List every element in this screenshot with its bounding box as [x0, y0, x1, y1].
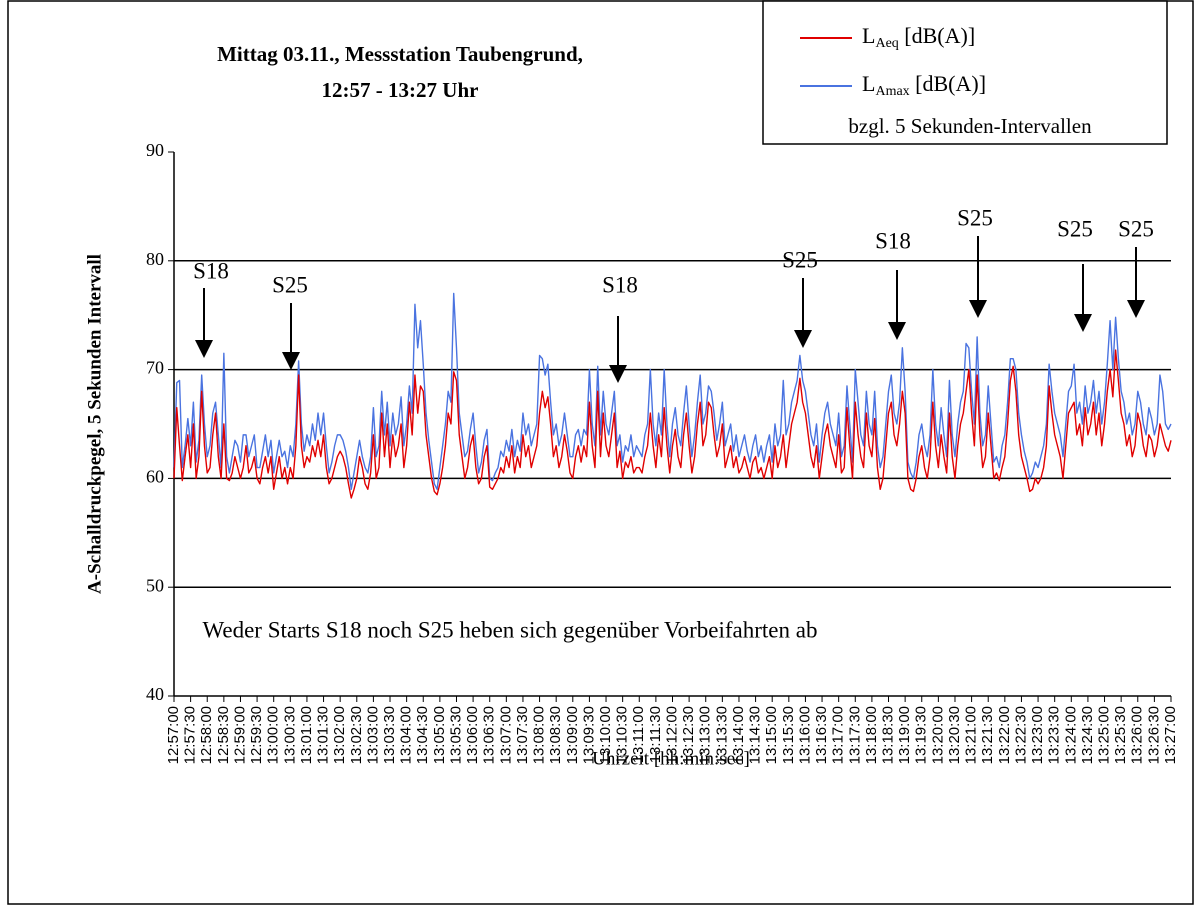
legend-label: LAmax [dB(A)]	[862, 71, 986, 99]
x-tick-label: 13:12:30	[680, 706, 697, 764]
annotation-arrowhead	[969, 300, 987, 318]
x-tick-label: 12:58:00	[198, 706, 215, 764]
annotation: S18	[193, 258, 229, 283]
annotation-arrowhead	[1074, 314, 1092, 332]
x-tick-label: 13:19:00	[896, 706, 913, 764]
x-tick-label: 13:03:30	[381, 706, 398, 764]
x-tick-label: 13:05:00	[431, 706, 448, 764]
frame	[7, 0, 1194, 905]
x-tick-label: 12:57:30	[182, 706, 199, 764]
x-axis-label: Uhrzeit [hh:min:sec]	[592, 748, 750, 769]
series-line	[173, 292, 1172, 490]
x-tick-label: 13:05:30	[447, 706, 464, 764]
x-tick-label: 13:02:30	[348, 706, 365, 764]
x-tick-label: 13:00:30	[281, 706, 298, 764]
x-tick-label: 13:27:00	[1162, 706, 1179, 764]
annotation: S18	[602, 272, 638, 297]
x-tick-label: 13:23:30	[1046, 706, 1063, 764]
x-tick-label: 12:58:30	[215, 706, 232, 764]
x-tick-label: 12:59:30	[248, 706, 265, 764]
x-tick-label: 13:22:30	[1012, 706, 1029, 764]
y-tick-label: 70	[146, 358, 164, 378]
x-tick-label: 13:08:30	[547, 706, 564, 764]
x-tick-label: 13:26:30	[1145, 706, 1162, 764]
note: Weder Starts S18 noch S25 heben sich geg…	[203, 617, 818, 642]
x-tick-label: 12:59:00	[231, 706, 248, 764]
annotation-arrowhead	[888, 322, 906, 340]
x-tick-label: 13:21:00	[963, 706, 980, 764]
x-tick-label: 12:57:00	[165, 706, 182, 764]
y-axis-label: A-Schalldruckpegel, 5 Sekunden Intervall	[84, 254, 105, 594]
x-tick-label: 13:08:00	[531, 706, 548, 764]
x-tick-label: 13:09:30	[580, 706, 597, 764]
x-tick-label: 13:22:00	[996, 706, 1013, 764]
y-tick-label: 90	[146, 140, 164, 160]
annotation: S25	[957, 205, 993, 230]
x-tick-label: 13:24:00	[1062, 706, 1079, 764]
legend-note: bzgl. 5 Sekunden-Intervallen	[848, 114, 1092, 138]
annotation-arrowhead	[195, 340, 213, 358]
x-tick-label: 13:00:00	[265, 706, 282, 764]
x-tick-label: 13:23:00	[1029, 706, 1046, 764]
x-tick-label: 13:20:30	[946, 706, 963, 764]
x-tick-label: 13:12:00	[663, 706, 680, 764]
chart-title: 12:57 - 13:27 Uhr	[322, 78, 479, 102]
series-line	[173, 349, 1172, 499]
chart-title: Mittag 03.11., Messstation Taubengrund,	[217, 42, 583, 66]
x-tick-label: 13:18:00	[863, 706, 880, 764]
x-tick-label: 13:09:00	[564, 706, 581, 764]
x-tick-label: 13:16:30	[813, 706, 830, 764]
x-tick-label: 13:15:30	[780, 706, 797, 764]
x-tick-label: 13:14:30	[747, 706, 764, 764]
x-tick-label: 13:24:30	[1079, 706, 1096, 764]
x-tick-label: 13:15:00	[763, 706, 780, 764]
x-tick-label: 13:06:30	[481, 706, 498, 764]
annotation: S25	[782, 247, 818, 272]
x-tick-label: 13:19:30	[913, 706, 930, 764]
x-tick-label: 13:13:30	[713, 706, 730, 764]
x-tick-label: 13:18:30	[879, 706, 896, 764]
annotation: S25	[272, 272, 308, 297]
x-tick-label: 13:06:00	[464, 706, 481, 764]
x-tick-label: 13:02:00	[331, 706, 348, 764]
x-tick-label: 13:16:00	[796, 706, 813, 764]
x-tick-label: 13:11:00	[630, 706, 647, 763]
annotation: S25	[1057, 216, 1093, 241]
x-tick-label: 13:17:00	[830, 706, 847, 764]
x-tick-label: 13:04:30	[414, 706, 431, 764]
x-tick-label: 13:10:30	[614, 706, 631, 764]
annotation-arrowhead	[609, 365, 627, 383]
y-tick-label: 40	[146, 684, 164, 704]
y-tick-label: 50	[146, 575, 164, 595]
x-tick-label: 13:21:30	[979, 706, 996, 764]
x-tick-label: 13:26:00	[1129, 706, 1146, 764]
x-tick-label: 13:25:30	[1112, 706, 1129, 764]
x-tick-label: 13:10:00	[597, 706, 614, 764]
x-tick-label: 13:01:30	[315, 706, 332, 764]
annotation-arrowhead	[282, 352, 300, 370]
x-tick-label: 13:04:00	[398, 706, 415, 764]
x-tick-label: 13:17:30	[846, 706, 863, 764]
x-tick-label: 13:03:00	[364, 706, 381, 764]
x-tick-label: 13:20:00	[929, 706, 946, 764]
annotation-arrowhead	[794, 330, 812, 348]
y-tick-label: 80	[146, 249, 164, 269]
x-tick-label: 13:07:00	[497, 706, 514, 764]
annotation: S25	[1118, 216, 1154, 241]
x-tick-label: 13:11:30	[647, 706, 664, 763]
y-tick-label: 60	[146, 467, 164, 487]
x-tick-label: 13:14:00	[730, 706, 747, 764]
x-tick-label: 13:07:30	[514, 706, 531, 764]
annotation-arrowhead	[1127, 300, 1145, 318]
legend-label: LAeq [dB(A)]	[862, 23, 975, 51]
x-tick-label: 13:01:00	[298, 706, 315, 764]
x-tick-label: 13:13:00	[697, 706, 714, 764]
legend-box	[762, 0, 1168, 145]
annotation: S18	[875, 228, 911, 253]
x-tick-label: 13:25:00	[1096, 706, 1113, 764]
